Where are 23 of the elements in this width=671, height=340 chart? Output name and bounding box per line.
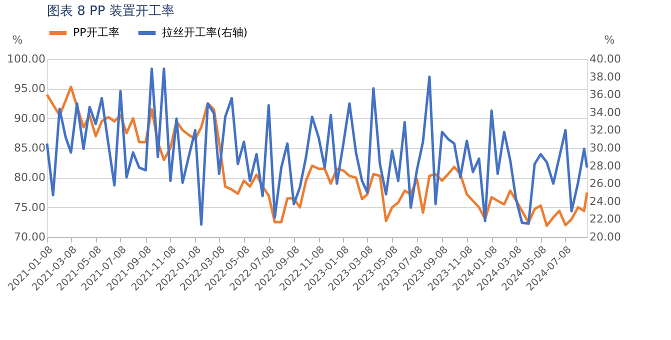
legend-label: 拉丝开工率(右轴) [162, 26, 248, 39]
y2-tick-label: 20.00 [590, 230, 621, 244]
y2-tick-label: 26.00 [590, 177, 621, 190]
y2-tick-label: 28.00 [590, 159, 621, 172]
y-tick-label: 95.00 [14, 82, 46, 96]
y2-tick-label: 32.00 [590, 124, 621, 137]
y-tick-label: 85.00 [14, 142, 46, 154]
legend-label: PP开工率 [73, 26, 120, 39]
y2-tick-label: 36.00 [590, 88, 621, 102]
y-tick-label: 80.00 [14, 171, 46, 184]
y2-tick-label: 22.00 [590, 212, 621, 226]
y2-axis-title: % [604, 34, 615, 46]
y2-tick-label: 24.00 [590, 194, 621, 208]
y2-tick-label: 30.00 [590, 142, 621, 154]
y-tick-label: 90.00 [14, 112, 46, 125]
y2-tick-label: 38.00 [590, 70, 621, 84]
y-axis-title: % [12, 34, 23, 46]
y-tick-label: 100.00 [7, 52, 46, 66]
y2-tick-label: 34.00 [590, 106, 621, 119]
y2-tick-label: 40.00 [590, 52, 621, 66]
chart-title: 图表 8 PP 装置开工率 [47, 3, 174, 19]
y-tick-label: 75.00 [14, 200, 46, 214]
y-tick-label: 70.00 [14, 230, 46, 244]
